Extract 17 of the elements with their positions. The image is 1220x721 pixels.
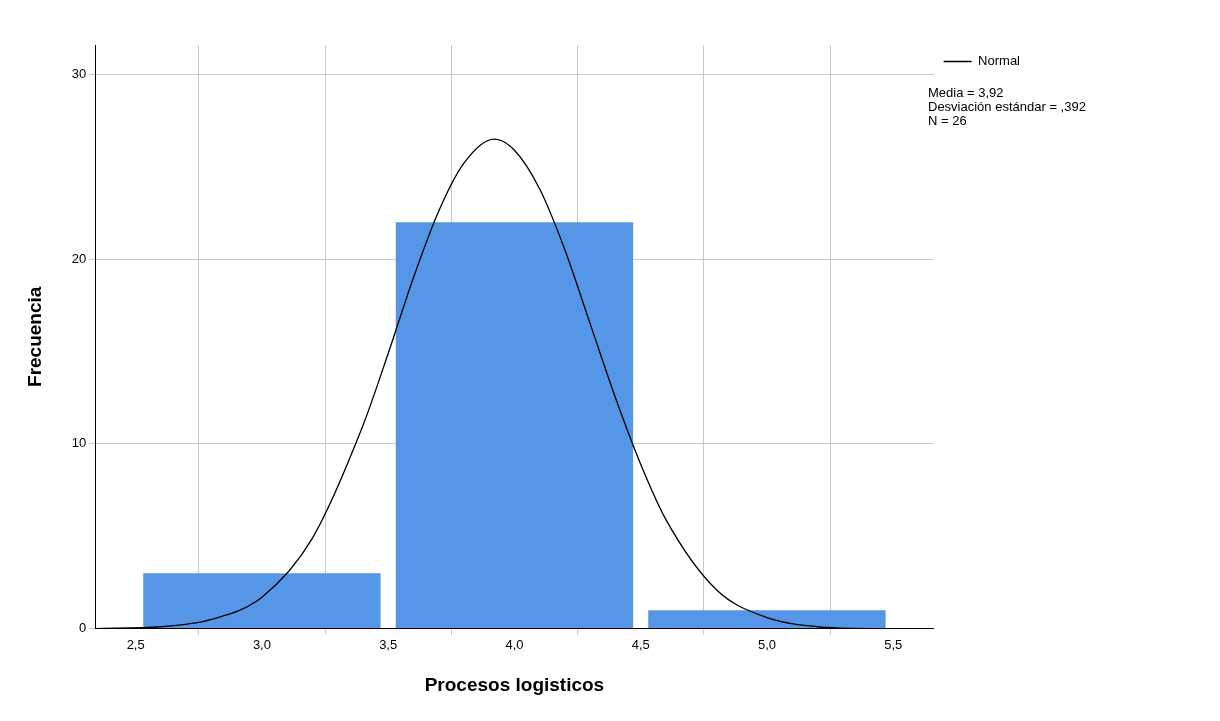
x-axis-title: Procesos logisticos: [424, 673, 605, 695]
x-tick-label: 3,5: [379, 636, 398, 652]
annotation: Desviación estándar = ,392: [928, 99, 1086, 114]
legend-label: Normal: [978, 53, 1021, 69]
y-tick-label: 10: [71, 435, 87, 451]
y-tick-label: 20: [71, 250, 87, 266]
y-tick-label: 30: [71, 66, 87, 82]
x-tick-label: 5,5: [884, 636, 903, 652]
annotation: N = 26: [928, 113, 968, 128]
x-tick-label: 3,0: [252, 636, 271, 652]
x-tick-label: 2,5: [126, 636, 145, 652]
x-tick-label: 4,0: [505, 636, 524, 652]
x-tick-label: 4,5: [631, 636, 650, 652]
x-tick-label: 5,0: [757, 636, 776, 652]
y-axis-title: Frecuencia: [23, 286, 45, 387]
y-tick-label: 0: [79, 620, 87, 636]
annotation: Media = 3,92: [928, 85, 1005, 100]
